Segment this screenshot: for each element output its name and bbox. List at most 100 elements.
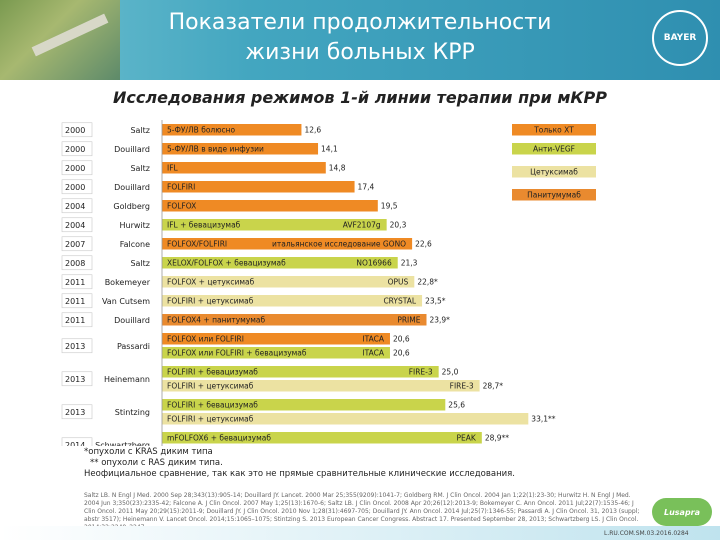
author-label: Van Cutsem — [102, 297, 150, 306]
bar-regimen-label: FOLFIRI + цетуксимаб — [167, 415, 254, 424]
bar-value-label: 22,8* — [417, 278, 438, 287]
study-name-label: CRYSTAL — [383, 297, 416, 306]
slide-header: Показатели продолжительности жизни больн… — [0, 0, 720, 80]
survival-chart: 2000 Saltz 5-ФУ/ЛВ болюсно 12,6 2000 Douillar… — [61, 120, 596, 446]
study-name-label: NO16966 — [356, 259, 392, 268]
year-label: 2011 — [65, 297, 85, 306]
bar-value-label: 25,6 — [448, 401, 465, 410]
legend-label: Цетуксимаб — [530, 168, 578, 177]
data-bar — [162, 124, 302, 136]
year-box — [61, 437, 93, 446]
bar-regimen-label: mFOLFOX6 + бевацизумаб — [167, 434, 271, 443]
bar-regimen-label: FOLFIRI — [167, 183, 195, 192]
data-bar — [162, 276, 415, 288]
bar-regimen-label: XELOX/FOLFOX + бевацизумаб — [167, 259, 286, 268]
bar-regimen-label: FOLFIRI + цетуксимаб — [167, 297, 254, 306]
bar-value-label: 23,9* — [429, 316, 450, 325]
year-box — [61, 217, 93, 233]
year-label: 2000 — [65, 145, 85, 154]
author-label: Schwartzberg — [95, 441, 150, 446]
year-box — [61, 293, 93, 309]
year-label: 2011 — [65, 278, 85, 287]
year-box — [61, 274, 93, 290]
author-label: Douillard — [114, 316, 150, 325]
author-label: Saltz — [130, 164, 150, 173]
bar-regimen-label: FOLFOX4 + панитумумаб — [167, 316, 266, 325]
year-box — [61, 236, 93, 252]
legend-label: Анти-VEGF — [533, 145, 575, 154]
author-label: Douillard — [114, 145, 150, 154]
study-name-label: итальянское исследование GONO — [272, 240, 406, 249]
bar-regimen-label: FOLFOX или FOLFIRI — [167, 335, 244, 344]
legend-swatch — [512, 143, 596, 155]
document-code: L.RU.COM.SM.03.2016.0284 — [604, 530, 689, 537]
year-label: 2013 — [65, 408, 85, 417]
author-label: Douillard — [114, 183, 150, 192]
year-label: 2004 — [65, 221, 85, 230]
bar-value-label: 33,1** — [531, 415, 555, 424]
year-label: 2000 — [65, 126, 85, 135]
slide-title: Показатели продолжительности жизни больн… — [168, 10, 552, 65]
data-bar — [162, 347, 390, 359]
year-label: 2013 — [65, 375, 85, 384]
bar-value-label: 20,6 — [393, 349, 410, 358]
year-label: 2000 — [65, 164, 85, 173]
year-box — [61, 179, 93, 195]
bar-value-label: 14,1 — [321, 145, 338, 154]
bar-value-label: 20,6 — [393, 335, 410, 344]
study-name-label: PEAK — [457, 434, 477, 443]
chart-subtitle: Исследования режимов 1-й линии терапии п… — [113, 88, 607, 107]
author-label: Saltz — [130, 126, 150, 135]
author-label: Passardi — [117, 342, 150, 351]
study-name-label: AVF2107g — [343, 221, 381, 230]
bar-value-label: 19,5 — [381, 202, 398, 211]
footer-bar — [0, 526, 720, 540]
bar-regimen-label: FOLFOX + цетуксимаб — [167, 278, 255, 287]
bar-value-label: 14,8 — [329, 164, 346, 173]
data-bar — [162, 162, 326, 174]
footnote-kras: *опухоли с KRAS диким типа — [84, 447, 213, 457]
data-bar — [162, 432, 482, 444]
year-label: 2013 — [65, 342, 85, 351]
bar-regimen-label: FOLFIRI + бевацизумаб — [167, 368, 258, 377]
author-label: Saltz — [130, 259, 150, 268]
study-name-label: ITACA — [362, 335, 384, 344]
header-photo — [0, 0, 120, 80]
data-bar — [162, 314, 427, 326]
legend-label: Только ХТ — [533, 126, 574, 135]
bar-value-label: 23,5* — [425, 297, 446, 306]
data-bar — [162, 295, 423, 307]
author-label: Falcone — [120, 240, 150, 249]
bar-value-label: 25,0 — [442, 368, 459, 377]
study-name-label: ITACA — [362, 349, 384, 358]
bar-regimen-label: FOLFOX/FOLFIRI — [167, 240, 227, 249]
data-bar — [162, 366, 439, 378]
bar-regimen-label: FOLFOX или FOLFIRI + бевацизумаб — [167, 349, 307, 358]
bar-value-label: 20,3 — [390, 221, 407, 230]
brand-logo: Lusapra — [652, 498, 712, 526]
legend-swatch — [512, 166, 596, 178]
data-bar — [162, 238, 413, 250]
study-name-label: PRIME — [397, 316, 420, 325]
year-box — [61, 255, 93, 271]
year-box — [61, 338, 93, 354]
bar-regimen-label: FOLFOX — [167, 202, 196, 211]
author-label: Hurwitz — [120, 221, 150, 230]
bar-regimen-label: IFL — [167, 164, 179, 173]
bayer-logo-icon: BAYER — [652, 10, 708, 66]
data-bar — [162, 219, 387, 231]
data-bar — [162, 200, 378, 212]
year-box — [61, 371, 93, 387]
bar-regimen-label: FOLFIRI + цетуксимаб — [167, 382, 254, 391]
bar-regimen-label: IFL + бевацизумаб — [167, 221, 241, 230]
author-label: Stintzing — [115, 408, 150, 417]
bar-value-label: 28,9** — [485, 434, 509, 443]
year-label: 2004 — [65, 202, 85, 211]
year-label: 2014 — [65, 441, 85, 446]
bar-value-label: 17,4 — [358, 183, 375, 192]
bar-regimen-label: FOLFIRI + бевацизумаб — [167, 401, 258, 410]
year-box — [61, 141, 93, 157]
study-name-label: FIRE-3 — [450, 382, 474, 391]
footnote-ras: ** опухоли с RAS диким типа. — [90, 458, 223, 468]
bar-regimen-label: 5-ФУ/ЛВ в виде инфузии — [167, 145, 264, 154]
